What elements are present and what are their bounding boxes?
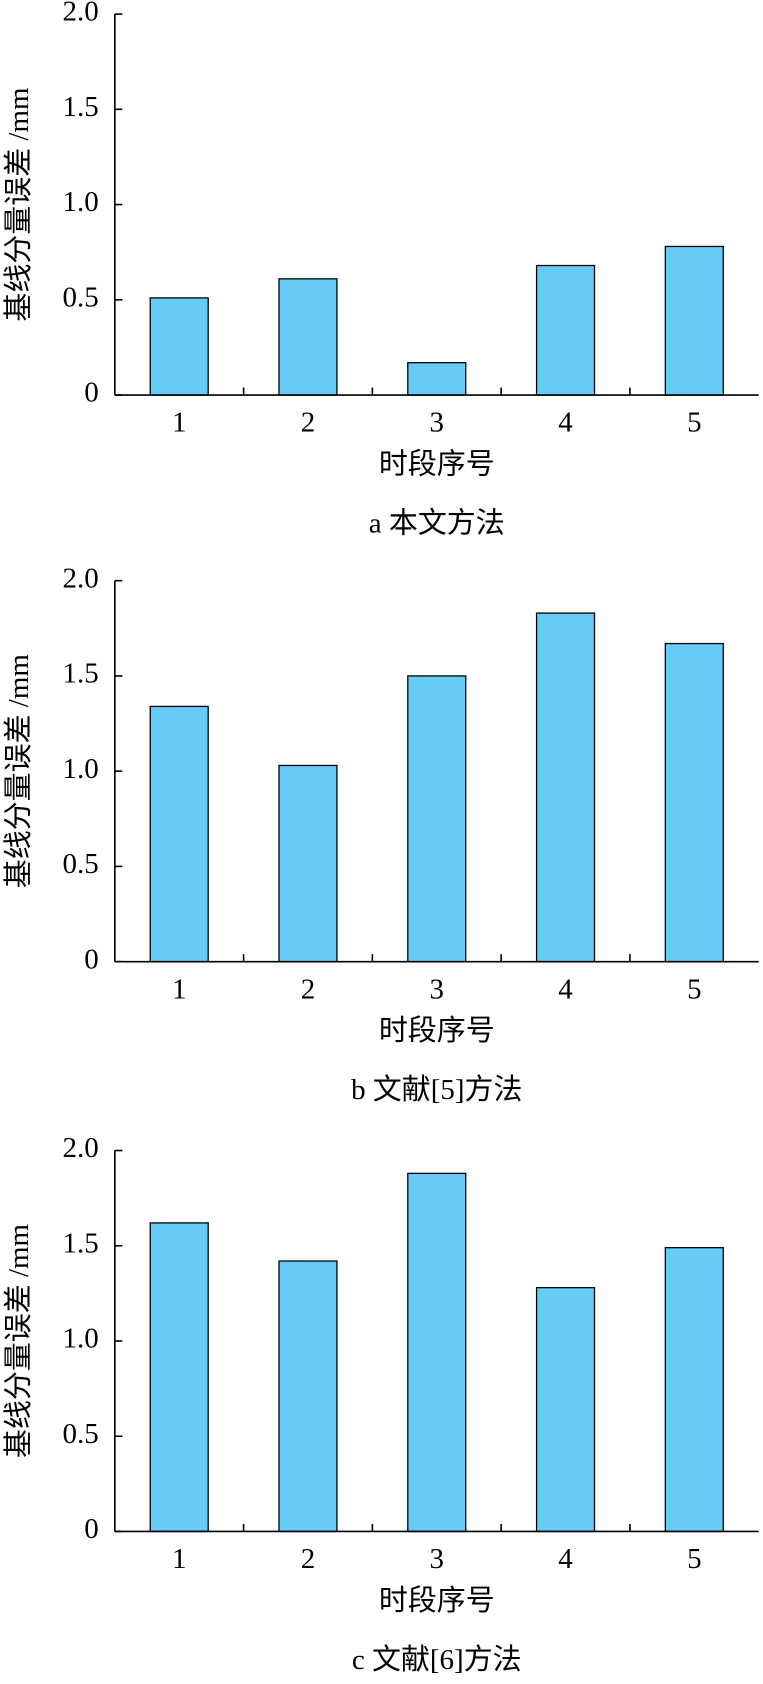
bar <box>278 278 338 396</box>
y-axis-label: 基线分量误差 /mm <box>3 87 35 322</box>
y-tick-label: 0 <box>84 377 98 409</box>
y-axis-label: 基线分量误差 /mm <box>3 1223 35 1458</box>
x-tick-label: 3 <box>430 407 444 439</box>
bar <box>664 642 724 963</box>
bar <box>149 1222 209 1533</box>
x-tick-label: 4 <box>558 407 573 439</box>
y-tick-label: 0 <box>84 1513 98 1545</box>
y-tick-label: 1.5 <box>63 1227 99 1259</box>
bar <box>407 362 467 396</box>
x-tick-label: 1 <box>172 407 186 439</box>
bar <box>149 705 209 963</box>
x-tick-label: 5 <box>687 407 701 439</box>
x-tick-label: 3 <box>430 1543 444 1575</box>
y-tick-label: 0 <box>84 943 98 975</box>
bar <box>535 1287 596 1533</box>
chart-caption: a 本文方法 <box>369 508 505 540</box>
x-tick-label: 3 <box>430 973 444 1005</box>
bar <box>535 264 596 396</box>
chart-caption: c 文献[6]方法 <box>352 1644 522 1676</box>
x-axis-label: 时段序号 <box>379 1585 495 1617</box>
bar <box>407 675 467 963</box>
x-tick-label: 2 <box>301 1543 315 1575</box>
y-tick-label: 0.5 <box>63 848 99 880</box>
x-axis-label: 时段序号 <box>379 1015 495 1047</box>
y-tick-label: 1.0 <box>63 1323 99 1355</box>
y-tick-label: 1.5 <box>63 91 99 123</box>
x-tick-label: 1 <box>172 1543 186 1575</box>
bar <box>278 764 338 963</box>
bar <box>664 245 724 396</box>
bar <box>535 612 596 963</box>
bar <box>149 297 209 396</box>
x-tick-label: 5 <box>687 1543 701 1575</box>
y-tick-label: 0.5 <box>63 281 99 313</box>
bar <box>407 1172 467 1533</box>
y-tick-label: 1.5 <box>63 658 99 690</box>
x-axis-label: 时段序号 <box>379 449 495 481</box>
y-tick-label: 0.5 <box>63 1418 99 1450</box>
x-tick-label: 2 <box>301 973 315 1005</box>
y-tick-label: 1.0 <box>63 753 99 785</box>
y-tick-label: 2.0 <box>63 0 99 28</box>
x-tick-label: 4 <box>558 973 573 1005</box>
y-tick-label: 1.0 <box>63 186 99 218</box>
x-tick-label: 4 <box>558 1543 573 1575</box>
y-axis-label: 基线分量误差 /mm <box>3 654 35 889</box>
y-tick-label: 2.0 <box>63 562 99 594</box>
bar <box>278 1260 338 1533</box>
x-tick-label: 2 <box>301 407 315 439</box>
bar <box>664 1247 724 1533</box>
x-tick-label: 1 <box>172 973 186 1005</box>
chart-caption: b 文献[5]方法 <box>351 1074 522 1106</box>
y-tick-label: 2.0 <box>63 1132 99 1164</box>
x-tick-label: 5 <box>687 973 701 1005</box>
